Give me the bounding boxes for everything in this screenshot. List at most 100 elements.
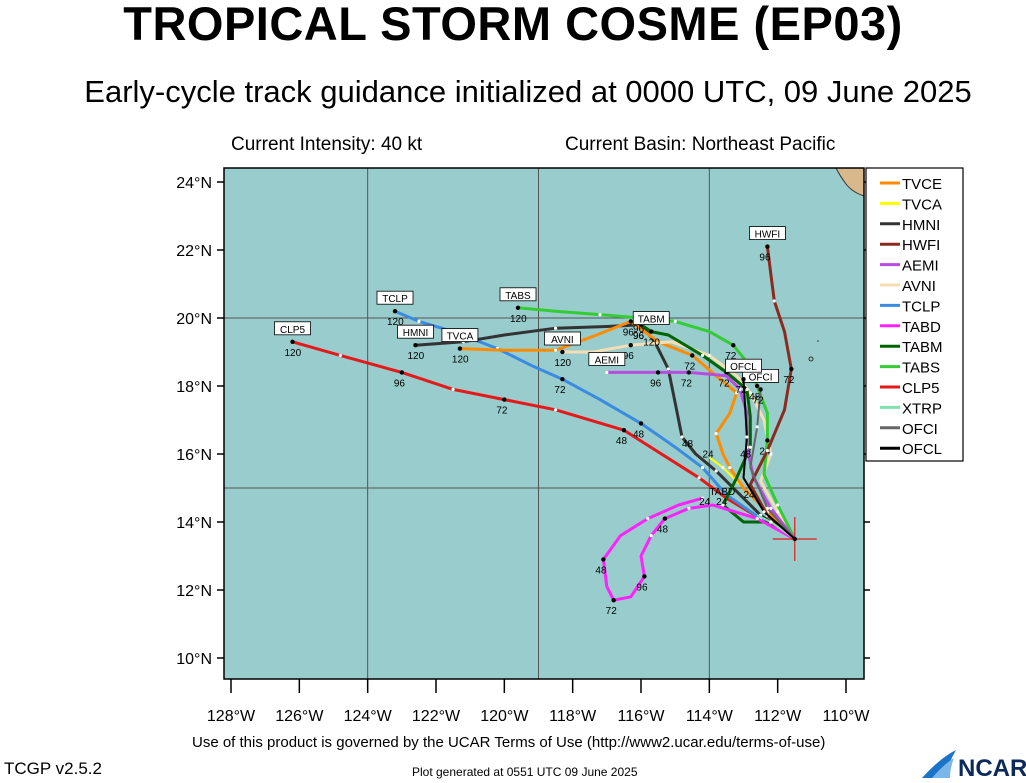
track-dot [666, 367, 670, 371]
forecast-hour-dot [758, 387, 763, 392]
terms-of-use-notice: Use of this product is governed by the U… [192, 734, 826, 751]
forecast-hour-label: 72 [753, 395, 765, 406]
forecast-hour-dot [731, 343, 736, 348]
track-dot [417, 319, 421, 323]
forecast-hour-dot [457, 346, 463, 351]
forecast-hour-label: 120 [408, 351, 425, 362]
forecast-hour-dot [413, 343, 418, 348]
track-end-label-box [441, 328, 479, 343]
track-dot [700, 496, 705, 500]
forecast-hour-dot [392, 309, 398, 314]
forecast-hour-dot [290, 339, 295, 344]
track-dot [776, 503, 780, 507]
track-tabm [640, 323, 796, 541]
cluster-label: 24 [699, 497, 711, 508]
plot-generated-label: Plot generated at 0551 UTC 09 June 2025 [412, 765, 638, 779]
forecast-hour-dot [611, 598, 616, 603]
legend-label-ofci: OFCI [902, 421, 938, 438]
track-dot [605, 370, 609, 374]
track-end-label: OFCL [730, 362, 757, 373]
forecast-hour-label: 96 [633, 331, 645, 342]
ncar-logo [922, 750, 956, 778]
cluster-label: 24 [716, 497, 728, 508]
track-end-label: AEMI [595, 355, 619, 366]
forecast-hour-dot [754, 383, 760, 389]
lat-tick-label: 22°N [176, 243, 212, 260]
forecast-hour-label: 120 [643, 338, 660, 349]
track-hwfi [748, 246, 796, 541]
track-aemi [606, 370, 796, 540]
forecast-hour-dot [765, 244, 770, 249]
forecast-hour-label: 120 [285, 348, 302, 359]
track-end-label-box [376, 290, 414, 305]
track-dot [697, 476, 701, 480]
legend-label-hmni: HMNI [902, 217, 940, 234]
track-dot [765, 449, 770, 453]
track-dot [721, 503, 725, 507]
track-dot [748, 391, 752, 395]
forecast-hour-label: 48 [616, 436, 628, 447]
forecast-hour-dot [642, 574, 647, 579]
forecast-hour-dot [515, 305, 521, 310]
forecast-hour-label: 48 [595, 565, 607, 576]
track-end-label-box [725, 358, 762, 373]
track-dot [553, 348, 558, 352]
chart-subtitle: Early-cycle track guidance initialized a… [84, 74, 972, 109]
track-dot [745, 435, 749, 439]
forecast-hour-label: 72 [681, 378, 693, 389]
lon-tick-label: 114°W [686, 708, 734, 725]
forecast-hour-dot [655, 370, 661, 375]
lat-tick-label: 18°N [176, 379, 212, 396]
forecast-hour-dot [649, 329, 654, 334]
forecast-hour-dot [560, 377, 565, 382]
forecast-hour-label: 48 [657, 525, 669, 536]
forecast-hour-label: 120 [554, 358, 571, 369]
forecast-hour-label: 72 [783, 375, 795, 386]
legend-label-tabs: TABS [902, 360, 940, 377]
lat-tick-label: 14°N [176, 515, 212, 532]
forecast-hour-label: 120 [387, 317, 404, 328]
forecast-hour-label: 96 [633, 324, 645, 335]
track-dot [598, 313, 602, 317]
island [808, 356, 814, 362]
lat-tick-label: 20°N [176, 311, 212, 328]
track-dot [687, 506, 691, 510]
track-dot [649, 534, 653, 538]
forecast-hour-dot [686, 370, 692, 375]
track-dot [735, 391, 739, 395]
cluster-label: TABD [709, 487, 735, 498]
lon-tick-label: 124°W [344, 708, 393, 725]
forecast-hour-label: 96 [759, 253, 771, 264]
track-tabd [601, 496, 796, 602]
track-dot [728, 466, 732, 470]
track-dot [553, 326, 558, 330]
track-dot [745, 387, 749, 391]
track-end-label-box [588, 351, 626, 366]
track-end-label-box [274, 321, 311, 336]
forecast-hour-label: 72 [496, 406, 508, 417]
forecast-hour-label: 48 [633, 429, 645, 440]
track-dot [755, 425, 759, 429]
forecast-hour-dot [628, 343, 633, 348]
forecast-hour-label: 120 [452, 355, 469, 366]
forecast-hour-label: 72 [684, 361, 696, 372]
forecast-hour-dot [765, 438, 770, 443]
legend-label-clp5: CLP5 [902, 380, 940, 397]
track-end-label-box [632, 311, 670, 326]
track-dot [700, 353, 705, 357]
lat-tick-label: 16°N [176, 447, 212, 464]
track-dot [338, 353, 342, 357]
legend-label-tvca: TVCA [902, 196, 942, 213]
forecast-hour-label: 72 [606, 606, 618, 617]
legend-label-tvce: TVCE [902, 176, 942, 193]
legend-label-avni: AVNI [902, 278, 936, 295]
track-end-label: TABS [505, 291, 531, 302]
track-dot [769, 520, 773, 524]
track-tabs [517, 306, 797, 540]
legend-label-tabm: TABM [902, 339, 943, 356]
legend-box [865, 167, 964, 462]
version-label: TCGP v2.5.2 [4, 759, 102, 778]
track-dot [714, 432, 718, 436]
track-dot [707, 353, 711, 357]
lon-tick-label: 128°W [207, 708, 256, 725]
